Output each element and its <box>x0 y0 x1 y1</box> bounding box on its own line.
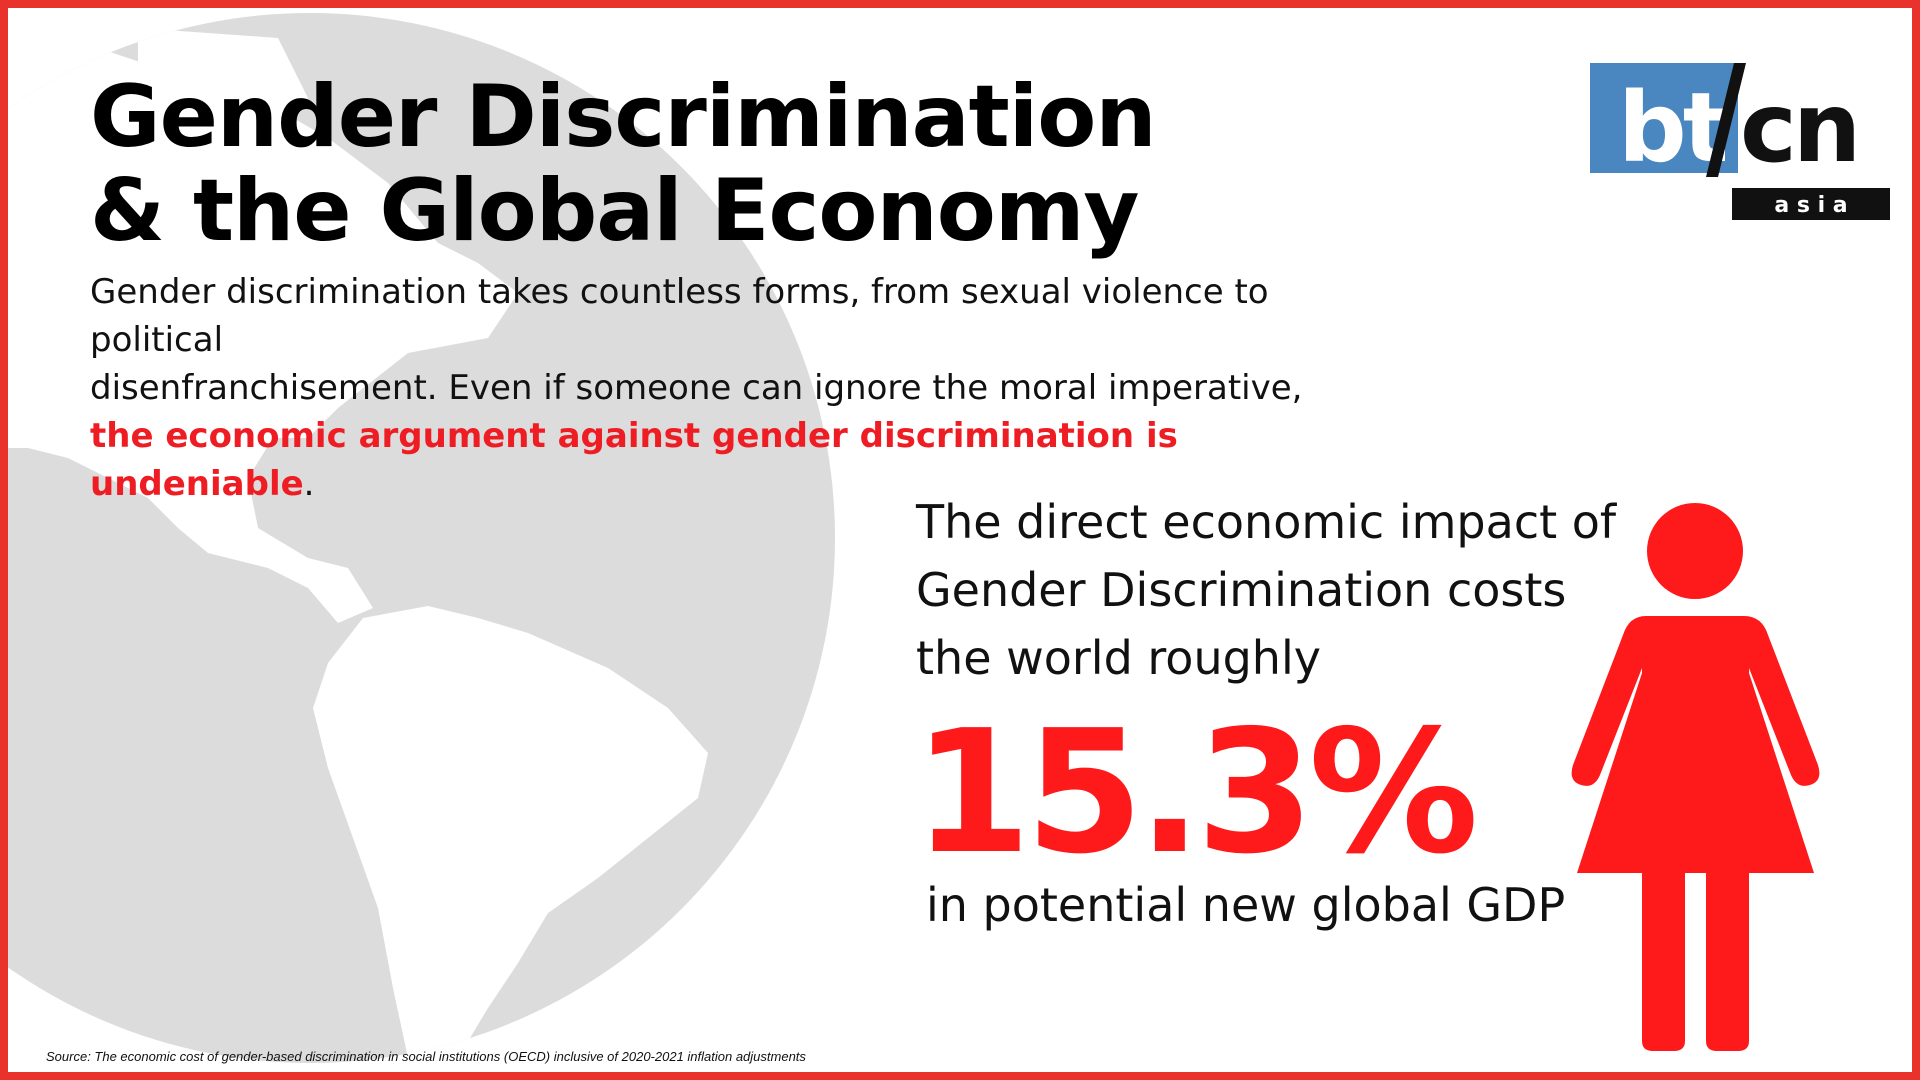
svg-text:a s i a: a s i a <box>1774 193 1847 218</box>
intro-line-1: Gender discrimination takes countless fo… <box>90 272 1269 360</box>
title-line-1: Gender Discrimination <box>90 67 1157 167</box>
statistic-value: 15.3% <box>913 694 1479 892</box>
svg-text:cn: cn <box>1740 72 1857 184</box>
impact-line-3: the world roughly <box>916 631 1321 685</box>
intro-end: . <box>303 464 315 504</box>
impact-text: The direct economic impact of Gender Dis… <box>916 488 1636 692</box>
woman-icon <box>1571 503 1820 1051</box>
source-citation: Source: The economic cost of gender-base… <box>46 1049 806 1064</box>
globe-icon <box>8 13 835 1063</box>
intro-paragraph: Gender discrimination takes countless fo… <box>90 268 1390 508</box>
intro-line-2: disenfranchisement. Even if someone can … <box>90 368 1303 408</box>
title-line-2: & the Global Economy <box>90 161 1139 261</box>
intro-highlight: the economic argument against gender dis… <box>90 416 1178 504</box>
impact-line-1: The direct economic impact of <box>916 495 1617 549</box>
impact-line-2: Gender Discrimination costs <box>916 563 1567 617</box>
btcn-asia-logo: bt cn a s i a <box>1590 63 1890 220</box>
statistic-caption: in potential new global GDP <box>926 878 1566 932</box>
page-title: Gender Discrimination & the Global Econo… <box>90 67 1157 261</box>
